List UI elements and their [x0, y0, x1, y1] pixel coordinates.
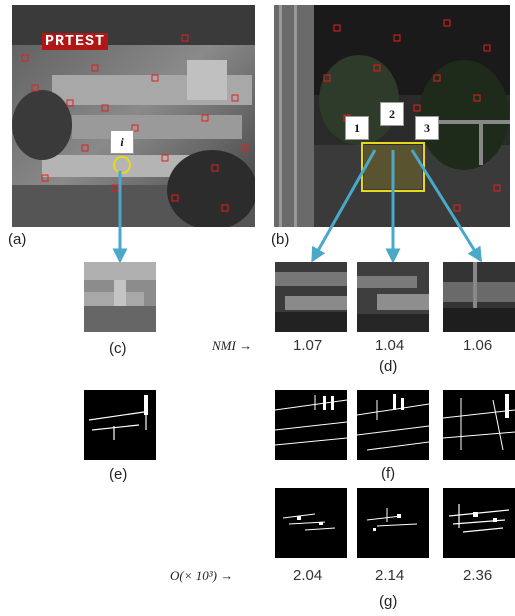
thermal-image: PRTEST	[12, 5, 255, 227]
panel-label-b: (b)	[271, 231, 290, 248]
connector-arrows	[112, 149, 482, 264]
overlap-label-text: O(× 10³)	[170, 568, 217, 583]
overlap-value-3: 2.36	[463, 567, 493, 584]
nmi-label-text: NMI	[212, 338, 236, 353]
candidate-edge-map-3	[443, 390, 515, 460]
panel-label-a: (a)	[8, 231, 27, 248]
panel-label-d: (d)	[379, 358, 398, 375]
nmi-value-3: 1.06	[463, 337, 493, 354]
overlap-arrow: →	[220, 568, 234, 583]
watermark: PRTEST	[42, 33, 109, 50]
overlap-map-2	[357, 488, 429, 558]
candidate-tag-2: 2	[380, 102, 404, 126]
candidate-edge-map-1	[275, 390, 347, 460]
overlap-value-2: 2.14	[375, 567, 405, 584]
candidate-patch-1	[275, 262, 347, 332]
overlap-map-1	[275, 488, 347, 558]
panel-label-g: (g)	[379, 593, 398, 610]
candidate-tag-1: 1	[345, 116, 369, 140]
candidate-patch-2	[357, 262, 429, 332]
panel-label-e: (e)	[109, 466, 128, 483]
point-circle	[113, 156, 131, 174]
nmi-value-1: 1.07	[293, 337, 323, 354]
overlap-map-3	[443, 488, 515, 558]
reference-edge-map	[84, 390, 156, 460]
nmi-value-2: 1.04	[375, 337, 405, 354]
nmi-label: NMI →	[212, 338, 252, 354]
overlap-label: O(× 10³) →	[170, 568, 233, 584]
panel-label-c: (c)	[109, 340, 127, 357]
reference-patch	[84, 262, 156, 332]
overlap-value-1: 2.04	[293, 567, 323, 584]
point-label: i	[110, 130, 134, 154]
candidate-tag-3: 3	[415, 116, 439, 140]
nmi-arrow: →	[239, 338, 253, 353]
candidate-edge-map-2	[357, 390, 429, 460]
panel-label-f: (f)	[381, 465, 396, 482]
candidate-patch-3	[443, 262, 515, 332]
